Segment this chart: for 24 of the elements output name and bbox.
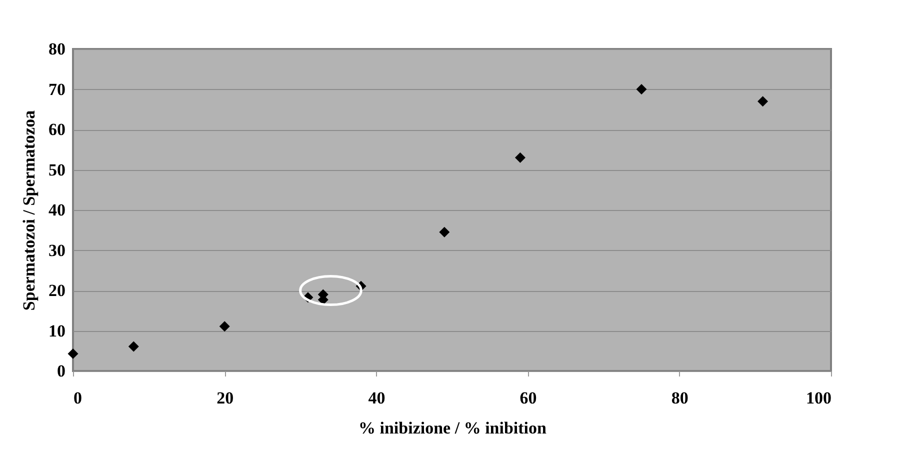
point [128,341,139,352]
y-tick-label: 60 [48,120,66,139]
point [219,321,230,332]
y-tick-label: 0 [57,362,66,380]
y-tick-label: 80 [48,40,66,58]
y-tick-label: 10 [48,321,66,340]
y-tick-label: 40 [48,200,66,220]
point [758,96,768,107]
x-tick-label: 60 [520,388,537,408]
x-axis-title: % inibizione / % inibition [358,418,548,438]
point [439,226,450,238]
point [514,152,526,163]
point [68,348,78,359]
x-tick-label: 80 [671,388,688,408]
y-tick-label: 70 [48,80,66,99]
x-tick-label: 40 [368,388,386,408]
x-tick-label: 100 [806,388,832,408]
x-tick-label: 20 [216,388,234,408]
point [636,84,647,94]
x-tick-label: 0 [74,388,82,408]
y-axis-title: Spermatozoi / Spermatozoa [20,110,38,311]
y-tick-label: 30 [48,240,66,260]
y-tick-label: 50 [48,160,66,180]
y-tick-label: 20 [48,281,66,300]
